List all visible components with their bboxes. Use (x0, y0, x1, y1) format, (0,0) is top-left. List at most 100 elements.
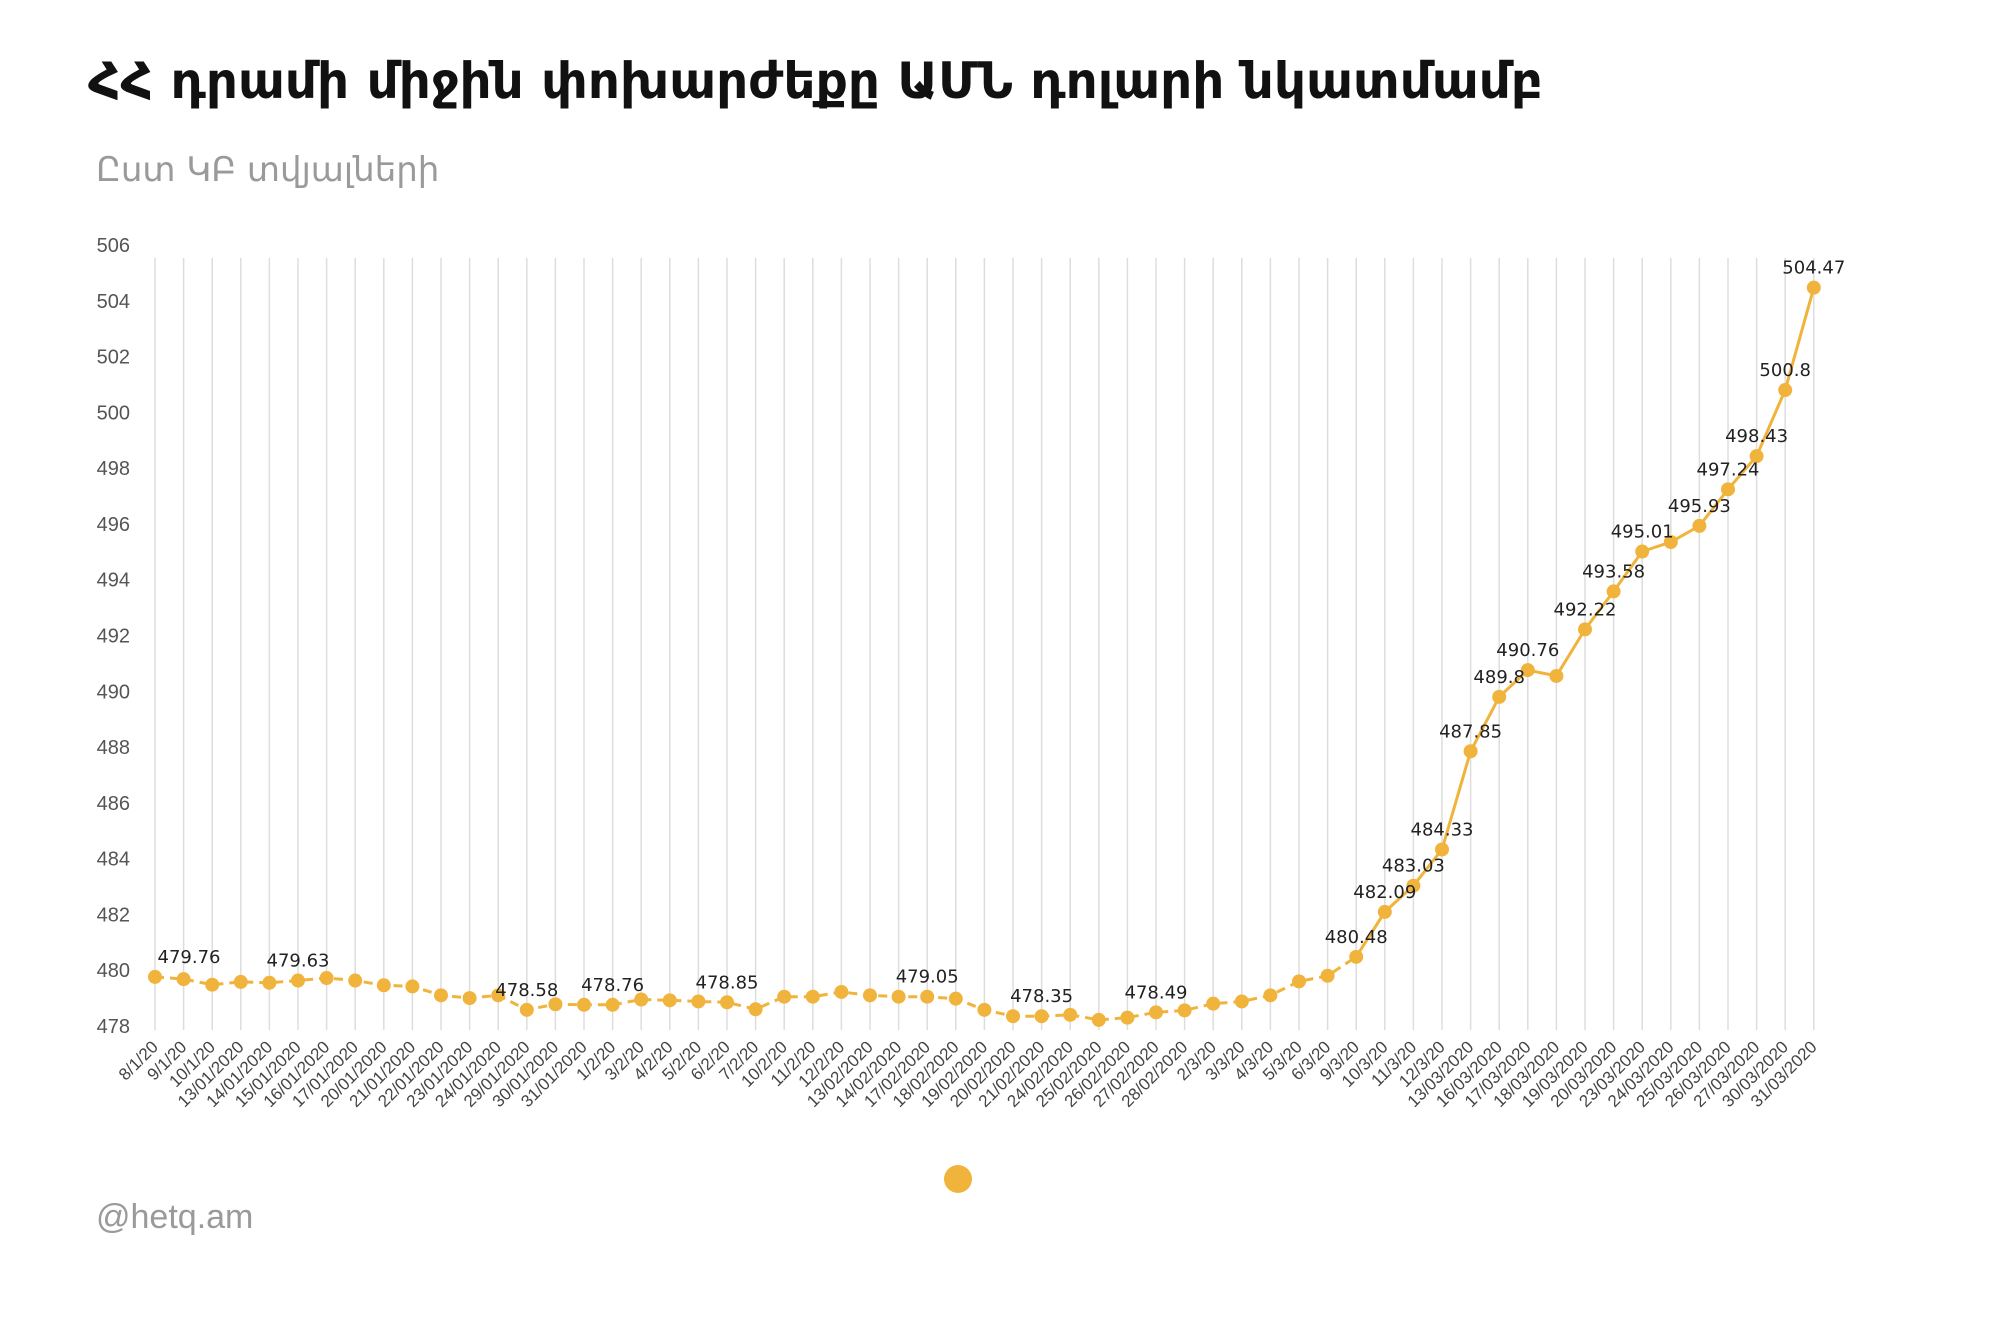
data-point (1063, 1007, 1078, 1022)
data-point (834, 984, 849, 999)
data-point (920, 989, 935, 1004)
data-label: 482.09 (1353, 882, 1416, 903)
data-point (1806, 280, 1821, 295)
data-label: 492.22 (1554, 599, 1617, 620)
data-point (805, 989, 820, 1004)
data-point (291, 973, 305, 988)
data-point (577, 997, 591, 1012)
data-label: 484.33 (1411, 819, 1474, 840)
data-point (1149, 1005, 1163, 1020)
data-point (262, 975, 277, 990)
y-tick-label: 486 (97, 793, 130, 815)
data-point (1635, 544, 1650, 559)
data-label: 490.76 (1496, 640, 1559, 661)
grid-lines (154, 258, 1815, 1030)
y-tick-label: 484 (97, 849, 130, 871)
y-tick-label: 480 (97, 960, 130, 982)
y-tick-label: 498 (97, 458, 130, 480)
data-point (891, 989, 906, 1004)
data-point (1349, 949, 1364, 964)
y-tick-label: 490 (97, 681, 130, 703)
data-point (176, 972, 191, 987)
data-point (1320, 968, 1335, 983)
data-point (1234, 994, 1249, 1009)
data-point (491, 988, 506, 1003)
data-label: 478.58 (495, 980, 558, 1001)
y-axis: 478 480 482 484 486 488 490 492 494 496 498 500 502 5… (97, 235, 130, 1038)
data-label: 493.58 (1582, 561, 1645, 582)
data-label: 483.03 (1382, 856, 1445, 877)
data-point (1749, 449, 1764, 464)
data-point (1034, 1009, 1049, 1024)
data-point (1578, 622, 1592, 637)
data-point (1492, 689, 1507, 704)
data-label: 495.93 (1668, 496, 1731, 517)
y-tick-label: 504 (97, 291, 130, 313)
data-point (863, 988, 877, 1003)
data-point (1778, 383, 1793, 398)
data-point (376, 978, 391, 993)
data-point (548, 997, 563, 1012)
data-point (1091, 1012, 1106, 1027)
y-tick-label: 488 (97, 737, 130, 759)
data-label: 478.35 (1010, 986, 1073, 1007)
data-point (1520, 663, 1535, 678)
source-credit: @hetq.am (96, 1198, 254, 1236)
data-label: 479.05 (896, 967, 959, 988)
data-point (634, 992, 649, 1007)
data-label: 487.85 (1439, 721, 1502, 742)
data-point (348, 973, 363, 988)
data-point (662, 993, 677, 1008)
chart-title: ՀՀ դրամի միջին փոխարժեքը ԱՄՆ դոլարի նկատ… (88, 52, 1543, 110)
x-axis: 8/1/209/1/2010/1/2013/01/202014/01/20201… (115, 1037, 1821, 1111)
data-point (1606, 584, 1621, 599)
data-labels: 479.76 479.63 478.58 478.76 478.85 479.05 478.… (158, 258, 1846, 1008)
chart-subtitle: Ըստ ԿԲ տվյալների (96, 150, 440, 190)
data-point (691, 994, 706, 1009)
data-point (1692, 518, 1707, 533)
data-point (1177, 1003, 1192, 1018)
data-label: 480.48 (1325, 927, 1388, 948)
legend-marker (944, 1165, 972, 1193)
data-point (1206, 996, 1221, 1011)
data-point (405, 979, 420, 994)
data-point (1549, 668, 1564, 683)
data-point (319, 971, 334, 986)
data-point (1721, 482, 1735, 497)
y-tick-label: 492 (97, 626, 130, 648)
data-label: 479.76 (158, 947, 221, 968)
data-point (233, 974, 248, 989)
data-point (748, 1002, 763, 1017)
data-point (205, 977, 220, 992)
data-point (948, 991, 963, 1006)
data-point (434, 988, 448, 1003)
data-point (977, 1002, 992, 1017)
data-label: 479.63 (267, 951, 330, 972)
y-tick-label: 496 (97, 514, 130, 536)
data-label: 498.43 (1725, 426, 1788, 447)
data-label: 497.24 (1697, 459, 1760, 480)
data-label: 495.01 (1611, 522, 1674, 543)
y-tick-label: 478 (97, 1016, 130, 1038)
data-point (1463, 744, 1478, 759)
data-label: 500.8 (1759, 360, 1811, 381)
data-point (1435, 842, 1449, 857)
data-point (148, 969, 162, 984)
data-point (462, 991, 477, 1006)
series-line (148, 280, 1821, 1027)
data-point (777, 989, 792, 1004)
data-point (1292, 974, 1306, 989)
data-point (1406, 878, 1421, 893)
data-point (1377, 904, 1392, 919)
data-label: 478.85 (696, 972, 759, 993)
y-tick-label: 494 (97, 570, 130, 592)
data-point (1263, 988, 1278, 1003)
data-point (1663, 535, 1678, 550)
data-point (1120, 1010, 1135, 1025)
data-label: 489.8 (1473, 667, 1525, 688)
y-tick-label: 500 (97, 402, 130, 424)
y-tick-label: 506 (97, 235, 130, 257)
data-label: 478.49 (1125, 982, 1188, 1003)
data-label: 478.76 (581, 975, 644, 996)
